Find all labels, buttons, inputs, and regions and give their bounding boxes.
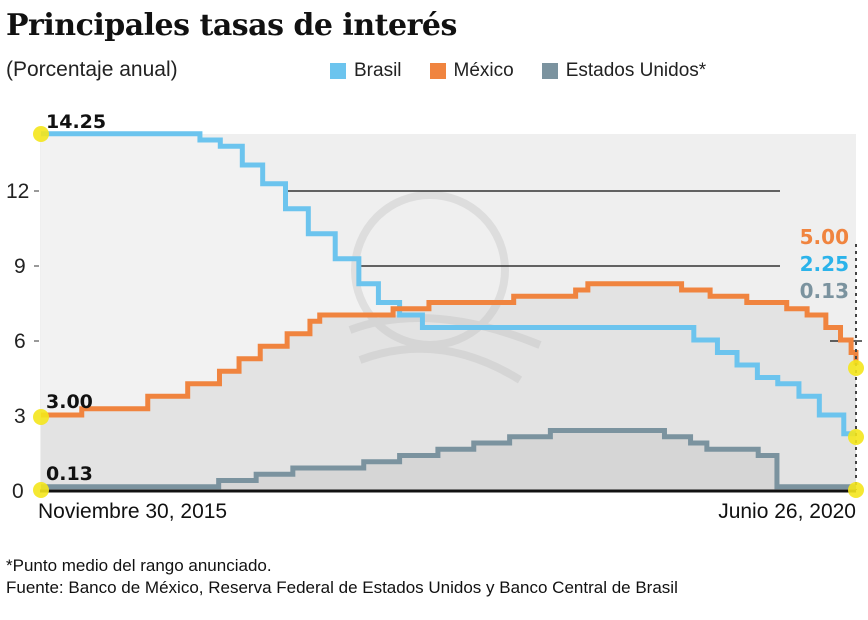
legend-swatch-eeuu: [541, 63, 558, 79]
label-start-eeuu: 0.13: [46, 463, 93, 485]
label-start-mexico: 3.00: [46, 391, 93, 413]
watermark-eagle-icon: [348, 191, 542, 384]
y-axis: 12 9 6 3 0: [6, 180, 39, 503]
area-eeuu: [41, 430, 856, 490]
legend-label-mexico: México: [453, 60, 514, 81]
x-label-start: Noviembre 30, 2015: [38, 500, 228, 523]
y-tick-9: 9: [14, 255, 26, 278]
marker-start-brasil: [33, 126, 49, 142]
marker-start-eeuu: [33, 482, 49, 498]
legend-swatch-mexico: [429, 63, 446, 79]
marker-end-eeuu: [848, 482, 864, 498]
legend-item-brasil: Brasil: [330, 60, 402, 82]
legend-item-eeuu: Estados Unidos*: [541, 60, 707, 82]
marker-end-mexico: [848, 360, 864, 376]
series-line-mexico: [41, 281, 859, 418]
y-tick-0: 0: [12, 480, 24, 503]
y-tick-6: 6: [14, 330, 26, 353]
legend-item-mexico: México: [429, 60, 514, 82]
legend-label-eeuu: Estados Unidos*: [565, 60, 707, 81]
footnote: *Punto medio del rango anunciado.: [6, 556, 272, 575]
source-note: Fuente: Banco de México, Reserva Federal…: [6, 578, 678, 597]
legend-swatch-brasil: [330, 63, 346, 79]
chart-subtitle: (Porcentaje anual): [6, 58, 178, 81]
marker-end-brasil: [848, 429, 864, 445]
y-tick-3: 3: [14, 405, 26, 428]
label-end-brasil: 2.25: [800, 252, 849, 276]
series-line-eeuu: [41, 428, 856, 490]
label-end-mexico: 5.00: [800, 225, 849, 249]
x-label-end: Junio 26, 2020: [718, 500, 856, 523]
legend-label-brasil: Brasil: [354, 60, 402, 81]
marker-start-mexico: [33, 409, 49, 425]
label-start-brasil: 14.25: [46, 111, 106, 133]
y-tick-12: 12: [6, 180, 29, 203]
label-end-eeuu: 0.13: [800, 279, 849, 303]
chart-title: Principales tasas de interés: [6, 8, 457, 43]
chart-legend: Brasil México Estados Unidos*: [330, 60, 734, 82]
